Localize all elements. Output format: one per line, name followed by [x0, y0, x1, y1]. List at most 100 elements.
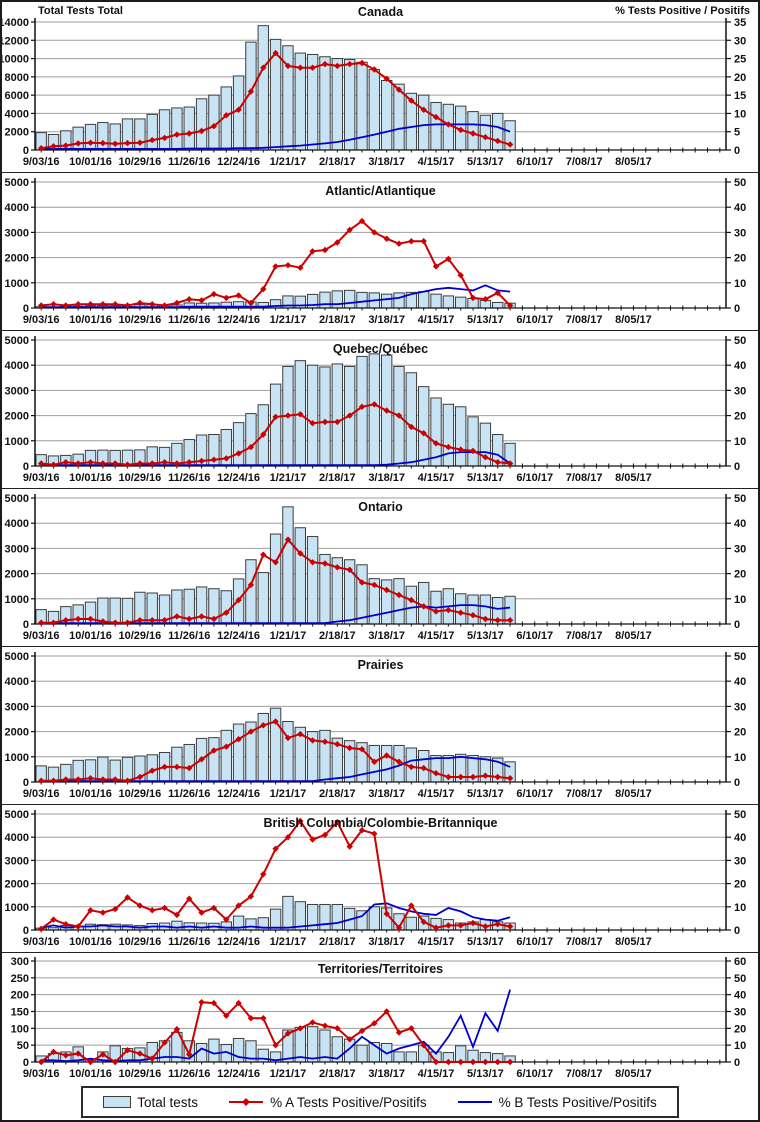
svg-text:5/13/17: 5/13/17 [467, 936, 504, 948]
legend-label-flu-b: % B Tests Positive/Positifs [498, 1094, 657, 1110]
svg-text:1/21/17: 1/21/17 [270, 472, 307, 484]
svg-text:8/05/17: 8/05/17 [615, 630, 652, 642]
svg-text:2000: 2000 [5, 253, 29, 265]
svg-text:11/26/16: 11/26/16 [168, 156, 210, 168]
svg-text:20: 20 [734, 253, 746, 265]
svg-text:4/15/17: 4/15/17 [418, 472, 455, 484]
svg-text:6/10/17: 6/10/17 [516, 314, 553, 326]
svg-text:4/15/17: 4/15/17 [418, 630, 455, 642]
gridlines [35, 655, 726, 758]
svg-text:10: 10 [734, 436, 746, 448]
svg-text:10: 10 [734, 594, 746, 606]
svg-text:6/10/17: 6/10/17 [516, 788, 553, 800]
svg-text:300: 300 [11, 956, 29, 968]
svg-text:150: 150 [11, 1007, 29, 1019]
markers-flu-a [38, 401, 514, 468]
svg-text:30: 30 [734, 543, 746, 555]
gridlines [35, 960, 726, 1046]
svg-text:10/29/16: 10/29/16 [118, 1068, 161, 1080]
chart-panel-quebec: 0 1000 2000 3000 4000 5000 0 10 20 30 40 50 9/03/16 1… [2, 330, 758, 488]
svg-text:20: 20 [734, 727, 746, 739]
svg-text:6/10/17: 6/10/17 [516, 472, 553, 484]
svg-text:12/24/16: 12/24/16 [217, 314, 260, 326]
svg-text:10: 10 [734, 108, 746, 120]
line-flu-b [41, 989, 511, 1063]
legend-box: Total tests % A Tests Positive/Positifs … [81, 1086, 679, 1118]
svg-text:6000: 6000 [5, 90, 29, 102]
svg-text:2/18/17: 2/18/17 [319, 630, 356, 642]
svg-text:12/24/16: 12/24/16 [217, 472, 260, 484]
svg-text:12/24/16: 12/24/16 [217, 630, 260, 642]
svg-text:4/15/17: 4/15/17 [418, 1068, 455, 1080]
line-flu-b [41, 123, 511, 150]
svg-text:0: 0 [23, 777, 29, 789]
svg-text:7/08/17: 7/08/17 [566, 314, 603, 326]
svg-text:8/05/17: 8/05/17 [615, 788, 652, 800]
svg-text:2/18/17: 2/18/17 [319, 314, 356, 326]
svg-text:7/08/17: 7/08/17 [566, 472, 603, 484]
svg-text:2/18/17: 2/18/17 [319, 1068, 356, 1080]
svg-text:8/05/17: 8/05/17 [615, 1068, 652, 1080]
svg-text:0: 0 [734, 777, 740, 789]
svg-text:5/13/17: 5/13/17 [467, 472, 504, 484]
gridlines [35, 21, 726, 133]
svg-text:40: 40 [734, 202, 746, 214]
svg-text:10000: 10000 [2, 54, 29, 66]
svg-text:12000: 12000 [2, 35, 29, 47]
bars-total-tests [35, 353, 516, 467]
svg-text:0: 0 [23, 925, 29, 937]
svg-text:50: 50 [734, 973, 746, 985]
svg-text:0: 0 [734, 619, 740, 631]
svg-text:5/13/17: 5/13/17 [467, 630, 504, 642]
chart-panel-prairies: 0 1000 2000 3000 4000 5000 0 10 20 30 40 50 9/03/16 1… [2, 646, 758, 804]
svg-text:10/29/16: 10/29/16 [118, 936, 161, 948]
svg-text:200: 200 [11, 990, 29, 1002]
svg-text:25: 25 [734, 54, 746, 66]
svg-text:20: 20 [734, 72, 746, 84]
chart-panel-atlantic: 0 1000 2000 3000 4000 5000 0 10 20 30 40 50 9/03/16 1… [2, 172, 758, 330]
svg-text:20: 20 [734, 1023, 746, 1035]
chart-svg-atlantic: 0 1000 2000 3000 4000 5000 0 10 20 30 40 50 9/03/16 1… [2, 172, 758, 326]
chart-svg-ontario: 0 1000 2000 3000 4000 5000 0 10 20 30 40 50 9/03/16 1… [2, 488, 758, 642]
svg-text:10/29/16: 10/29/16 [118, 472, 161, 484]
svg-text:10: 10 [734, 278, 746, 290]
svg-text:11/26/16: 11/26/16 [168, 1068, 210, 1080]
bars-total-tests [35, 1026, 516, 1063]
svg-text:Atlantic/Atlantique: Atlantic/Atlantique [325, 184, 435, 198]
svg-text:4000: 4000 [5, 832, 29, 844]
svg-text:Quebec/Québec: Quebec/Québec [333, 342, 428, 356]
svg-text:50: 50 [17, 1040, 29, 1052]
svg-text:10/01/16: 10/01/16 [69, 156, 112, 168]
svg-text:Territories/Territoires: Territories/Territoires [318, 962, 443, 976]
svg-text:3000: 3000 [5, 385, 29, 397]
svg-text:Ontario: Ontario [358, 500, 403, 514]
svg-text:4/15/17: 4/15/17 [418, 314, 455, 326]
chart-panel-ontario: 0 1000 2000 3000 4000 5000 0 10 20 30 40 50 9/03/16 1… [2, 488, 758, 646]
svg-text:3000: 3000 [5, 855, 29, 867]
svg-text:8000: 8000 [5, 72, 29, 84]
svg-text:2/18/17: 2/18/17 [319, 936, 356, 948]
svg-text:6/10/17: 6/10/17 [516, 630, 553, 642]
svg-text:9/03/16: 9/03/16 [23, 630, 60, 642]
svg-text:4000: 4000 [5, 676, 29, 688]
chart-legend: Total tests % A Tests Positive/Positifs … [2, 1084, 758, 1120]
chart-svg-territories: 0 50 100 150 200 250 300 0 10 20 30 40 50 60 9/03/16 10… [2, 952, 758, 1080]
svg-text:20: 20 [734, 569, 746, 581]
svg-text:British Columbia/Colombie-Brit: British Columbia/Colombie-Britannique [263, 816, 497, 830]
svg-text:40: 40 [734, 832, 746, 844]
svg-text:0: 0 [734, 303, 740, 315]
svg-text:2/18/17: 2/18/17 [319, 788, 356, 800]
svg-text:10/01/16: 10/01/16 [69, 630, 112, 642]
svg-text:30: 30 [734, 701, 746, 713]
svg-text:30: 30 [734, 855, 746, 867]
svg-text:8/05/17: 8/05/17 [615, 936, 652, 948]
svg-text:10/29/16: 10/29/16 [118, 788, 161, 800]
blue-line-icon [457, 1101, 492, 1103]
bars-total-tests [35, 25, 516, 151]
svg-text:4000: 4000 [5, 202, 29, 214]
svg-text:5/13/17: 5/13/17 [467, 1068, 504, 1080]
svg-text:12/24/16: 12/24/16 [217, 788, 260, 800]
svg-text:50: 50 [734, 651, 746, 663]
svg-text:3/18/17: 3/18/17 [368, 630, 405, 642]
svg-text:30: 30 [734, 1007, 746, 1019]
